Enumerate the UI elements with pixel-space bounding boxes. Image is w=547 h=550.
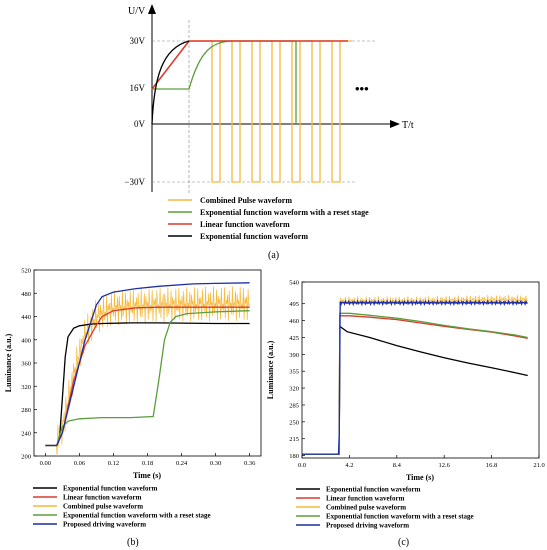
panel-b-luminance-chart: 0.00 0.06 0.12 0.18 0.24 0.30 0.36 200 240 280 320… [4, 268, 262, 548]
panel-b-xtick-label: 0.12 [108, 460, 119, 467]
panel-b-xtick-label: 0.30 [210, 460, 221, 467]
panel-c-legend-label-linear: Linear function waveform [326, 495, 405, 503]
panel-b-series [45, 282, 250, 457]
panel-c-ytick-label: 180 [289, 453, 299, 460]
panel-c-legend-label-proposed: Proposed driving waveform [326, 522, 409, 530]
panel-a-waveform-diagram: U/V T/t 30V 16V 0V −30V ••• Combined Pul… [124, 4, 414, 261]
panel-b-legend-label-exponential: Exponential function waveform [63, 485, 158, 493]
panel-c-ytick-label: 540 [289, 280, 299, 287]
panel-b-xtick-label: 0.18 [142, 460, 153, 467]
panel-b-ytick-label: 240 [21, 430, 31, 437]
panel-a-x-arrow [390, 120, 400, 128]
panel-c-legend-label-exponential: Exponential function waveform [326, 486, 421, 494]
panel-b-legend-label-exponential_reset: Exponential function waveform with a res… [63, 512, 211, 520]
panel-b-xtick-label: 0.06 [74, 460, 86, 467]
panel-c-ytick-label: 355 [289, 369, 299, 376]
panel-c-xtick-label: 8.4 [393, 462, 402, 469]
panel-b-ytick-label: 360 [21, 361, 31, 368]
panel-a-ytick-30: 30V [130, 36, 146, 46]
panel-b-y-axis-label: Luminance (a.u.) [4, 333, 13, 392]
panel-a-ellipsis: ••• [355, 81, 369, 96]
panel-c-ytick-label: 460 [289, 318, 299, 325]
panel-c-ytick-label: 320 [289, 386, 299, 393]
panel-c-ytick-label: 390 [289, 352, 299, 359]
panel-c-xtick-label: 4.2 [345, 462, 353, 469]
panel-b-ytick-label: 320 [21, 384, 31, 391]
panel-b-legend-label-proposed: Proposed driving waveform [63, 521, 146, 529]
panel-c-legend-label-combined: Combined pulse waveform [326, 504, 406, 512]
panel-c-label: (c) [398, 537, 409, 548]
panel-c-line-linear [302, 315, 528, 455]
panel-b-x-axis-label: Time (s) [133, 471, 161, 480]
panel-b-label: (b) [127, 537, 139, 548]
panel-a-ytick-neg30: −30V [124, 177, 145, 187]
panel-c-xtick-label: 0.0 [298, 462, 306, 469]
panel-a-linear-line [151, 40, 348, 90]
panel-b-ytick-label: 280 [21, 407, 31, 414]
panel-c-ytick-label: 425 [289, 335, 299, 342]
panel-c-ytick-label: 495 [289, 301, 299, 308]
panel-c-legend-label-exponential_reset: Exponential function waveform with a res… [326, 513, 474, 521]
panel-a-x-axis-label: T/t [402, 120, 414, 131]
panel-b-ytick-label: 440 [21, 314, 31, 321]
panel-c-ytick-label: 250 [289, 419, 299, 426]
panel-c-x-axis-label: Time (s) [406, 473, 434, 482]
panel-b-xtick-label: 0.00 [40, 460, 51, 467]
panel-c-axis-ticks: 0.0 4.2 8.4 12.6 16.8 21.0 180 215 250 285 320 355 3… [289, 280, 544, 470]
panel-a-legend: Combined Pulse waveform Exponential funct… [168, 196, 369, 241]
panel-b-ytick-label: 480 [21, 291, 31, 298]
panel-c-luminance-chart: 0.0 4.2 8.4 12.6 16.8 21.0 180 215 250 285 320 355 3… [266, 280, 545, 549]
panel-a-combined-pulse-line [189, 40, 352, 183]
panel-b-line-combined [45, 286, 250, 457]
panel-c-xtick-label: 12.6 [439, 462, 451, 469]
panel-b-legend-label-linear: Linear function waveform [63, 494, 142, 502]
panel-c-line-combined [302, 294, 528, 455]
panel-c-xtick-label: 16.8 [486, 462, 497, 469]
panel-c-series [302, 294, 528, 455]
panel-a-y-arrow [148, 4, 156, 14]
panel-b-line-exponential [45, 322, 250, 447]
panel-b-line-proposed [45, 282, 250, 447]
panel-a-legend-label-combined: Combined Pulse waveform [200, 196, 292, 205]
panel-a-ytick-16: 16V [130, 83, 146, 93]
panel-c-line-exponential_reset [302, 312, 528, 455]
panel-a-ytick-0: 0V [134, 119, 146, 129]
panel-a-exponential-line [151, 40, 190, 125]
panel-a-exponential-reset-line [152, 40, 297, 124]
panel-c-plot-frame [301, 281, 540, 459]
panel-b-axis-ticks: 0.00 0.06 0.12 0.18 0.24 0.30 0.36 200 240 280 320… [21, 268, 256, 468]
panel-c-line-exponential [302, 325, 528, 455]
panel-a-legend-label-exponential: Exponential function waveform [200, 232, 308, 241]
panel-b-ytick-label: 520 [21, 268, 31, 275]
panel-b-plot-frame [33, 269, 262, 457]
panel-b-ytick-label: 200 [21, 454, 31, 461]
panel-c-y-axis-label: Luminance (a.u.) [266, 340, 275, 399]
panel-b-ytick-label: 400 [21, 337, 31, 344]
panel-c-ytick-label: 285 [289, 402, 299, 409]
panel-a-legend-label-exponential_reset: Exponential function waveform with a res… [200, 208, 369, 217]
panel-b-legend-label-combined: Combined pulse waveform [63, 503, 143, 511]
panel-b-line-exponential_reset [45, 310, 250, 447]
panel-a-legend-label-linear: Linear function waveform [200, 220, 290, 229]
panel-c-ytick-label: 215 [289, 436, 299, 443]
panel-b-xtick-label: 0.36 [244, 460, 256, 467]
panel-c-xtick-label: 21.0 [533, 462, 544, 469]
panel-a-y-axis-label: U/V [128, 6, 146, 17]
panel-a-label: (a) [268, 250, 279, 261]
panel-c-line-proposed [302, 299, 528, 455]
panel-b-xtick-label: 0.24 [176, 460, 188, 467]
